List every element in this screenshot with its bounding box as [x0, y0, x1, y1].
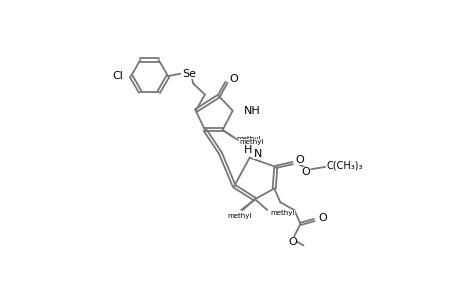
- Text: H: H: [243, 145, 252, 155]
- Text: O: O: [318, 214, 326, 224]
- Text: methyl: methyl: [270, 210, 294, 216]
- Text: methyl: methyl: [227, 213, 251, 219]
- Text: methyl: methyl: [236, 136, 260, 142]
- Text: O: O: [301, 167, 309, 177]
- Text: NH: NH: [243, 106, 260, 116]
- Text: C(CH₃)₃: C(CH₃)₃: [326, 160, 362, 170]
- Text: methyl: methyl: [239, 139, 263, 145]
- Text: O: O: [288, 237, 297, 248]
- Text: Cl: Cl: [112, 71, 123, 81]
- Text: O: O: [295, 155, 304, 165]
- Text: N: N: [253, 149, 261, 159]
- Text: O: O: [229, 74, 238, 84]
- Text: Se: Se: [181, 69, 196, 79]
